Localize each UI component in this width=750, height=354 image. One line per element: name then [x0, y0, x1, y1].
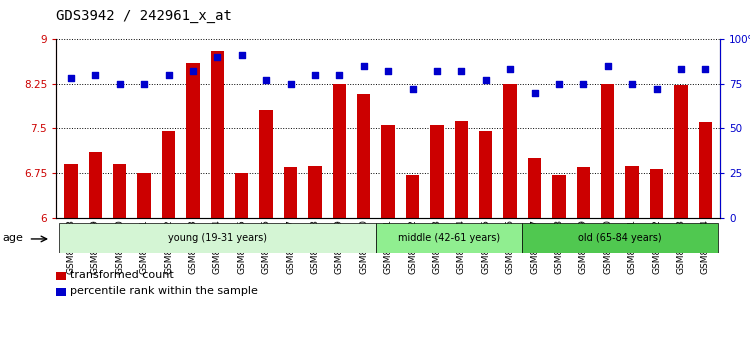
Bar: [626, 166, 639, 218]
Bar: [284, 167, 297, 218]
Bar: [88, 152, 102, 218]
Point: [553, 81, 565, 86]
Point: [431, 68, 443, 74]
Bar: [162, 131, 176, 218]
Text: transformed count: transformed count: [70, 270, 173, 280]
Bar: [382, 125, 394, 218]
Bar: [357, 94, 370, 218]
Bar: [64, 164, 77, 218]
Point: [284, 81, 296, 86]
Bar: [332, 84, 346, 218]
Bar: [235, 173, 248, 218]
Point: [529, 90, 541, 96]
Bar: [503, 84, 517, 218]
Bar: [699, 122, 712, 218]
Point: [163, 72, 175, 78]
Bar: [260, 110, 273, 218]
Point: [504, 67, 516, 72]
Bar: [674, 85, 688, 218]
Bar: [454, 121, 468, 218]
Bar: [58, 223, 376, 253]
Text: young (19-31 years): young (19-31 years): [168, 233, 267, 243]
Text: age: age: [2, 233, 23, 243]
Bar: [522, 223, 718, 253]
Text: old (65-84 years): old (65-84 years): [578, 233, 662, 243]
Point: [650, 86, 662, 92]
Point: [138, 81, 150, 86]
Bar: [113, 164, 127, 218]
Bar: [601, 84, 614, 218]
Bar: [430, 125, 444, 218]
Point: [406, 86, 418, 92]
Bar: [137, 173, 151, 218]
Bar: [528, 158, 542, 218]
Point: [260, 77, 272, 83]
Point: [187, 68, 199, 74]
Bar: [211, 51, 224, 218]
Bar: [479, 131, 493, 218]
Bar: [650, 169, 663, 218]
Bar: [577, 167, 590, 218]
Point: [211, 54, 223, 59]
Point: [578, 81, 590, 86]
Text: percentile rank within the sample: percentile rank within the sample: [70, 286, 258, 296]
Text: GDS3942 / 242961_x_at: GDS3942 / 242961_x_at: [56, 9, 232, 23]
Bar: [552, 175, 566, 218]
Point: [114, 81, 126, 86]
Point: [89, 72, 101, 78]
Bar: [308, 166, 322, 218]
Point: [358, 63, 370, 69]
Point: [455, 68, 467, 74]
Bar: [376, 223, 522, 253]
Text: middle (42-61 years): middle (42-61 years): [398, 233, 500, 243]
Point: [480, 77, 492, 83]
Point: [309, 72, 321, 78]
Point: [699, 67, 711, 72]
Point: [65, 75, 77, 81]
Point: [236, 52, 248, 58]
Point: [626, 81, 638, 86]
Bar: [186, 63, 200, 218]
Point: [382, 68, 394, 74]
Point: [675, 67, 687, 72]
Point: [602, 63, 613, 69]
Point: [333, 72, 345, 78]
Bar: [406, 175, 419, 218]
